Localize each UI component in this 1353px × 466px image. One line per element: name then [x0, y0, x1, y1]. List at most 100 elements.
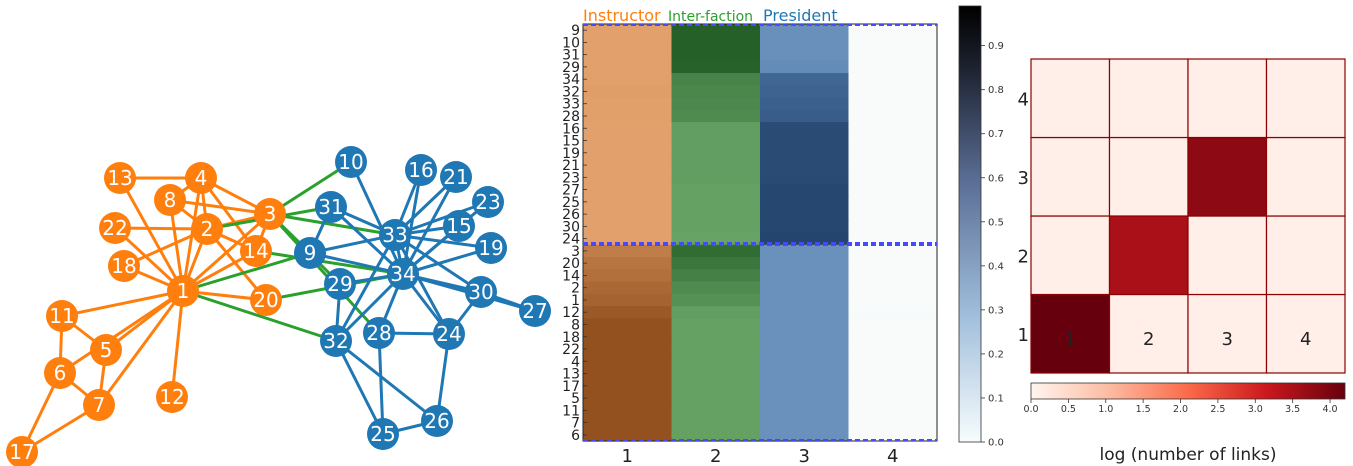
network-node-label: 3: [264, 202, 277, 226]
membership-cell: [583, 404, 673, 418]
membership-cell: [671, 318, 761, 332]
block-y-tick-label: 4: [1018, 89, 1029, 110]
network-node-circle: [154, 184, 186, 216]
links-colorbar-tick-label: 1.5: [1136, 404, 1151, 415]
membership-cell: [583, 416, 673, 430]
network-node-circle: [104, 162, 136, 194]
membership-cell: [848, 318, 938, 332]
membership-row-label: 4: [571, 354, 580, 370]
membership-row-label: 21: [562, 158, 580, 174]
block-cell: [1108, 136, 1189, 217]
membership-cell: [848, 73, 938, 86]
membership-cell: [583, 269, 673, 283]
membership-row-label: 32: [562, 84, 580, 100]
membership-cell: [760, 293, 850, 307]
membership-cell: [848, 207, 938, 221]
block-cell: [1108, 293, 1189, 374]
membership-cell: [583, 48, 673, 62]
network-edge: [170, 289, 185, 399]
membership-cell: [583, 24, 673, 37]
block-cell: [1265, 136, 1346, 217]
membership-cell: [583, 355, 673, 369]
network-node: 1: [167, 275, 199, 307]
membership-cell: [583, 109, 673, 123]
membership-cell: [671, 342, 761, 356]
network-node-circle: [367, 418, 399, 450]
block-cell: [1265, 215, 1346, 296]
network-node-circle: [44, 357, 76, 389]
network-edge: [60, 289, 185, 318]
membership-row-label: 19: [562, 146, 580, 162]
membership-colorbar-tick-label: 0.9: [988, 41, 1004, 52]
network-node: 32: [320, 325, 352, 357]
network-node-circle: [320, 325, 352, 357]
block-y-ticks: 1 2 3 4: [1018, 89, 1029, 346]
membership-cell: [583, 73, 673, 86]
membership-row-label: 18: [562, 330, 580, 346]
block-cell: [1108, 58, 1189, 139]
network-node: 29: [324, 268, 356, 300]
membership-cell: [760, 355, 850, 369]
membership-cell: [671, 85, 761, 99]
membership-colorbar-gradient: [958, 5, 982, 443]
links-colorbar-tick-label: 0.0: [1023, 404, 1038, 415]
membership-x-tick-label: 3: [799, 446, 810, 466]
membership-cell: [671, 158, 761, 172]
network-node: 6: [44, 357, 76, 389]
membership-cell: [671, 330, 761, 344]
network-node-label: 10: [338, 150, 363, 174]
links-colorbar-label: log (number of links): [1099, 445, 1276, 465]
network-node-label: 8: [164, 188, 177, 212]
membership-cell: [671, 257, 761, 270]
network-edge: [377, 331, 385, 436]
membership-colorbar-tick-label: 0.6: [988, 173, 1004, 184]
membership-cell: [760, 318, 850, 332]
network-edge: [334, 233, 397, 343]
network-edge: [401, 175, 458, 276]
network-node-label: 26: [424, 409, 449, 433]
network-edge: [329, 205, 405, 276]
links-colorbar-tick-label: 4.0: [1322, 404, 1337, 415]
membership-x-tick-label: 4: [887, 446, 898, 466]
membership-row-label: 10: [562, 35, 580, 51]
membership-cell: [848, 97, 938, 111]
links-colorbar-tick-label: 1.0: [1098, 404, 1113, 415]
network-node-label: 19: [478, 236, 503, 260]
membership-row-label: 31: [562, 48, 580, 64]
block-x-tick-label: 3: [1222, 329, 1233, 350]
network-node-label: 22: [102, 216, 127, 240]
membership-heatmap: Instructor Inter-faction President 91031…: [562, 6, 938, 466]
membership-cell: [671, 97, 761, 111]
network-node-label: 28: [366, 321, 391, 345]
membership-cell: [671, 391, 761, 405]
membership-row-label: 15: [562, 134, 580, 150]
block-cell: [1030, 136, 1111, 217]
network-node-circle: [440, 161, 472, 193]
membership-cell: [583, 379, 673, 393]
membership-x-tick-label: 1: [622, 446, 633, 466]
membership-cell: [583, 60, 673, 74]
network-node-circle: [108, 250, 140, 282]
membership-cell: [583, 97, 673, 111]
membership-cell: [583, 257, 673, 270]
network-edge: [97, 289, 185, 407]
membership-cell: [671, 60, 761, 74]
membership-cell: [583, 146, 673, 160]
membership-cell: [848, 158, 938, 172]
column-group-president: President: [763, 6, 838, 25]
membership-row-label: 30: [562, 219, 580, 235]
network-node-circle: [472, 186, 504, 218]
membership-cell: [848, 281, 938, 295]
network-node-circle: [46, 300, 78, 332]
membership-cell: [671, 379, 761, 393]
network-node-circle: [156, 381, 188, 413]
network-node-label: 14: [243, 239, 268, 263]
membership-cell: [760, 281, 850, 295]
membership-cell: [848, 232, 938, 246]
network-node-label: 5: [100, 338, 113, 362]
membership-cell: [848, 171, 938, 185]
column-group-inter-faction: Inter-faction: [668, 9, 753, 25]
links-colorbar-tick-label: 2.0: [1173, 404, 1188, 415]
membership-cell: [671, 367, 761, 381]
membership-row-label: 20: [562, 256, 580, 272]
